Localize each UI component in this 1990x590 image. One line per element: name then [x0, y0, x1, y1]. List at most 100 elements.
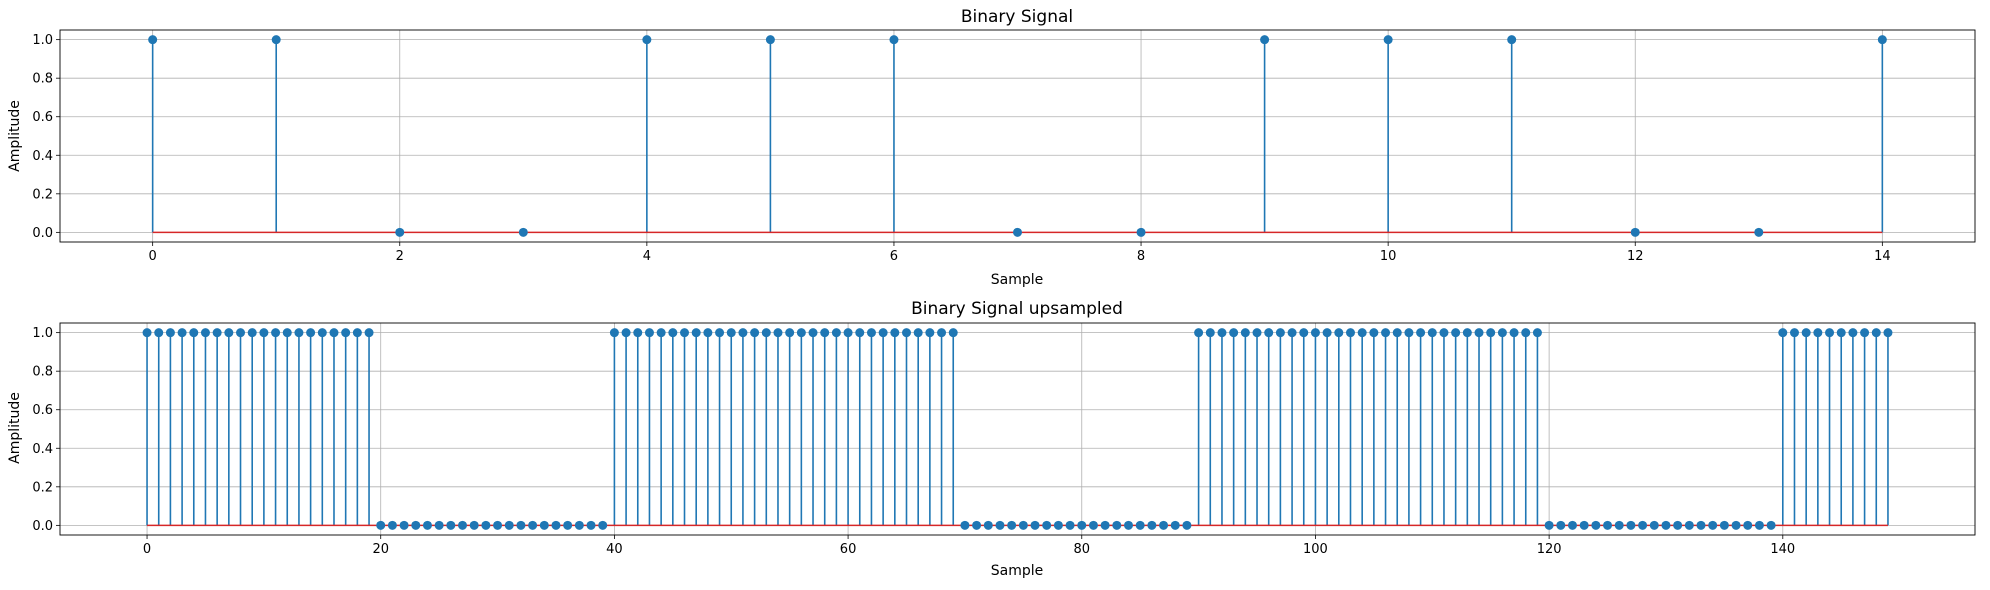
stem-marker — [504, 520, 514, 530]
stem-marker — [1334, 328, 1344, 338]
y-tick-label: 0.2 — [32, 480, 53, 495]
stem-marker — [1556, 520, 1566, 530]
stem-marker — [1194, 328, 1204, 338]
stem-marker — [1123, 520, 1133, 530]
stem-marker — [656, 328, 666, 338]
stem-marker — [1883, 328, 1893, 338]
stem-marker — [1383, 35, 1393, 45]
x-tick-label: 20 — [372, 542, 389, 557]
stem-marker — [609, 328, 619, 338]
stem-marker — [1136, 227, 1146, 237]
stem-marker — [820, 328, 830, 338]
stem-marker — [1708, 520, 1718, 530]
y-tick-label: 1.0 — [32, 326, 53, 341]
stem-marker — [668, 328, 678, 338]
stem-marker — [387, 520, 397, 530]
stem-marker — [644, 328, 654, 338]
stem-marker — [995, 520, 1005, 530]
stem-marker — [154, 328, 164, 338]
stem-marker — [446, 520, 456, 530]
stem-marker — [1392, 328, 1402, 338]
stem-marker — [189, 328, 199, 338]
chart-title: Binary Signal upsampled — [911, 299, 1123, 319]
y-tick-label: 0.2 — [32, 187, 53, 202]
y-tick-label: 1.0 — [32, 33, 53, 48]
stem-marker — [972, 520, 982, 530]
y-tick-label: 0.4 — [32, 149, 53, 164]
stem-marker — [1848, 328, 1858, 338]
stem-marker — [551, 520, 561, 530]
stem-marker — [913, 328, 923, 338]
stem-marker — [1486, 328, 1496, 338]
stem-marker — [1591, 520, 1601, 530]
stem-marker — [563, 520, 573, 530]
stem-marker — [902, 328, 912, 338]
stem-marker — [831, 328, 841, 338]
stem-marker — [948, 328, 958, 338]
stem-marker — [1299, 328, 1309, 338]
stem-marker — [282, 328, 292, 338]
x-tick-label: 140 — [1770, 542, 1795, 557]
chart-title: Binary Signal — [961, 7, 1073, 27]
chart-binary-signal-upsampled: Binary Signal upsampled Sample Amplitude… — [7, 299, 1976, 579]
stem-marker — [1065, 520, 1075, 530]
x-tick-label: 40 — [606, 542, 623, 557]
stem-marker — [1567, 520, 1577, 530]
stem-marker — [329, 328, 339, 338]
y-tick-label: 0.6 — [32, 110, 53, 125]
stem-marker — [1416, 328, 1426, 338]
stem-marker — [247, 328, 257, 338]
stem-marker — [1042, 520, 1052, 530]
stem-marker — [1871, 328, 1881, 338]
stem-marker — [1754, 520, 1764, 530]
stem-marker — [271, 35, 281, 45]
stem-marker — [843, 328, 853, 338]
stem-marker — [1509, 328, 1519, 338]
stem-marker — [878, 328, 888, 338]
stem-marker — [1766, 520, 1776, 530]
stem-marker — [1260, 35, 1270, 45]
y-axis-label: Amplitude — [7, 100, 23, 172]
stem-marker — [306, 328, 316, 338]
stem-marker — [750, 328, 760, 338]
stem-marker — [1013, 227, 1022, 237]
stem-marker — [1544, 520, 1554, 530]
stem-marker — [773, 328, 783, 338]
stem-marker — [1310, 328, 1320, 338]
stem-marker — [1877, 35, 1887, 45]
chart-binary-signal: Binary Signal Sample Amplitude 0 2 4 6 8 10 12… — [7, 7, 1976, 288]
stem-marker — [1731, 520, 1741, 530]
x-tick-label: 2 — [396, 249, 404, 264]
stem-marker — [1147, 520, 1157, 530]
stem-marker — [1182, 520, 1192, 530]
stem-marker — [1135, 520, 1145, 530]
stem-marker — [341, 328, 351, 338]
stem-marker — [1614, 520, 1624, 530]
stem-marker — [1661, 520, 1671, 530]
stem-marker — [1521, 328, 1531, 338]
stem-marker — [642, 35, 652, 45]
stem-marker — [1813, 328, 1823, 338]
stem-marker — [1649, 520, 1659, 530]
stem-marker — [434, 520, 444, 530]
stem-marker — [165, 328, 175, 338]
stem-marker — [808, 328, 818, 338]
stem-marker — [1719, 520, 1729, 530]
stem-marker — [1287, 328, 1297, 338]
stem-marker — [317, 328, 327, 338]
stem-marker — [1474, 328, 1484, 338]
stem-marker — [1836, 328, 1846, 338]
stem-marker — [1264, 328, 1274, 338]
y-axis-label: Amplitude — [7, 392, 23, 464]
stem-marker — [1743, 520, 1753, 530]
x-tick-label: 100 — [1303, 542, 1328, 557]
x-tick-label: 0 — [143, 542, 151, 557]
stem-marker — [1451, 328, 1461, 338]
stem-marker — [1497, 328, 1507, 338]
stem-marker — [259, 328, 269, 338]
stem-marker — [1170, 520, 1180, 530]
x-tick-label: 14 — [1874, 249, 1891, 264]
x-tick-label: 60 — [840, 542, 857, 557]
stem-marker — [1205, 328, 1215, 338]
stem-marker — [399, 520, 409, 530]
